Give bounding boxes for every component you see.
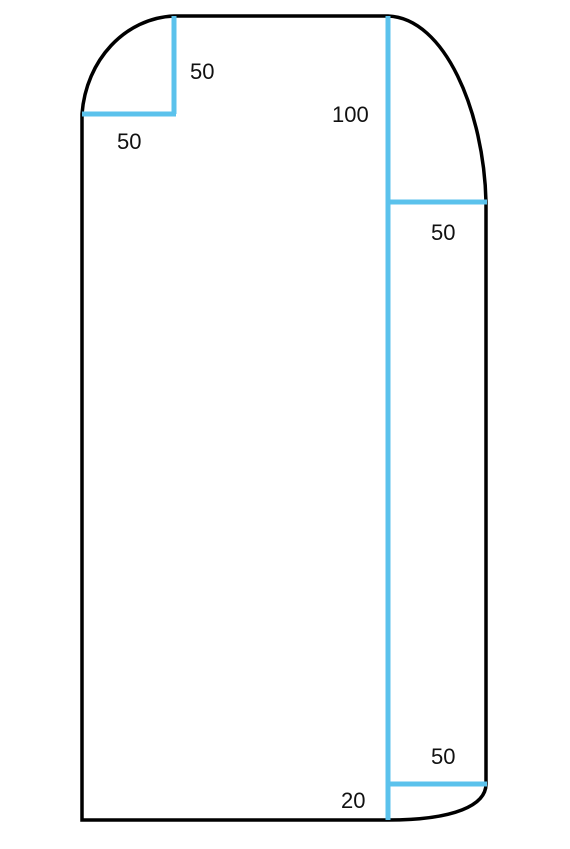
top-left-horizontal-label: 50 (117, 129, 141, 154)
top-right-vertical-label: 100 (332, 102, 369, 127)
bottom-right-vertical-label: 20 (341, 788, 365, 813)
top-right-horizontal-label: 50 (431, 220, 455, 245)
bottom-right-horizontal-label: 50 (431, 744, 455, 769)
panel-outline (80, 14, 488, 822)
top-left-vertical-label: 50 (190, 59, 214, 84)
